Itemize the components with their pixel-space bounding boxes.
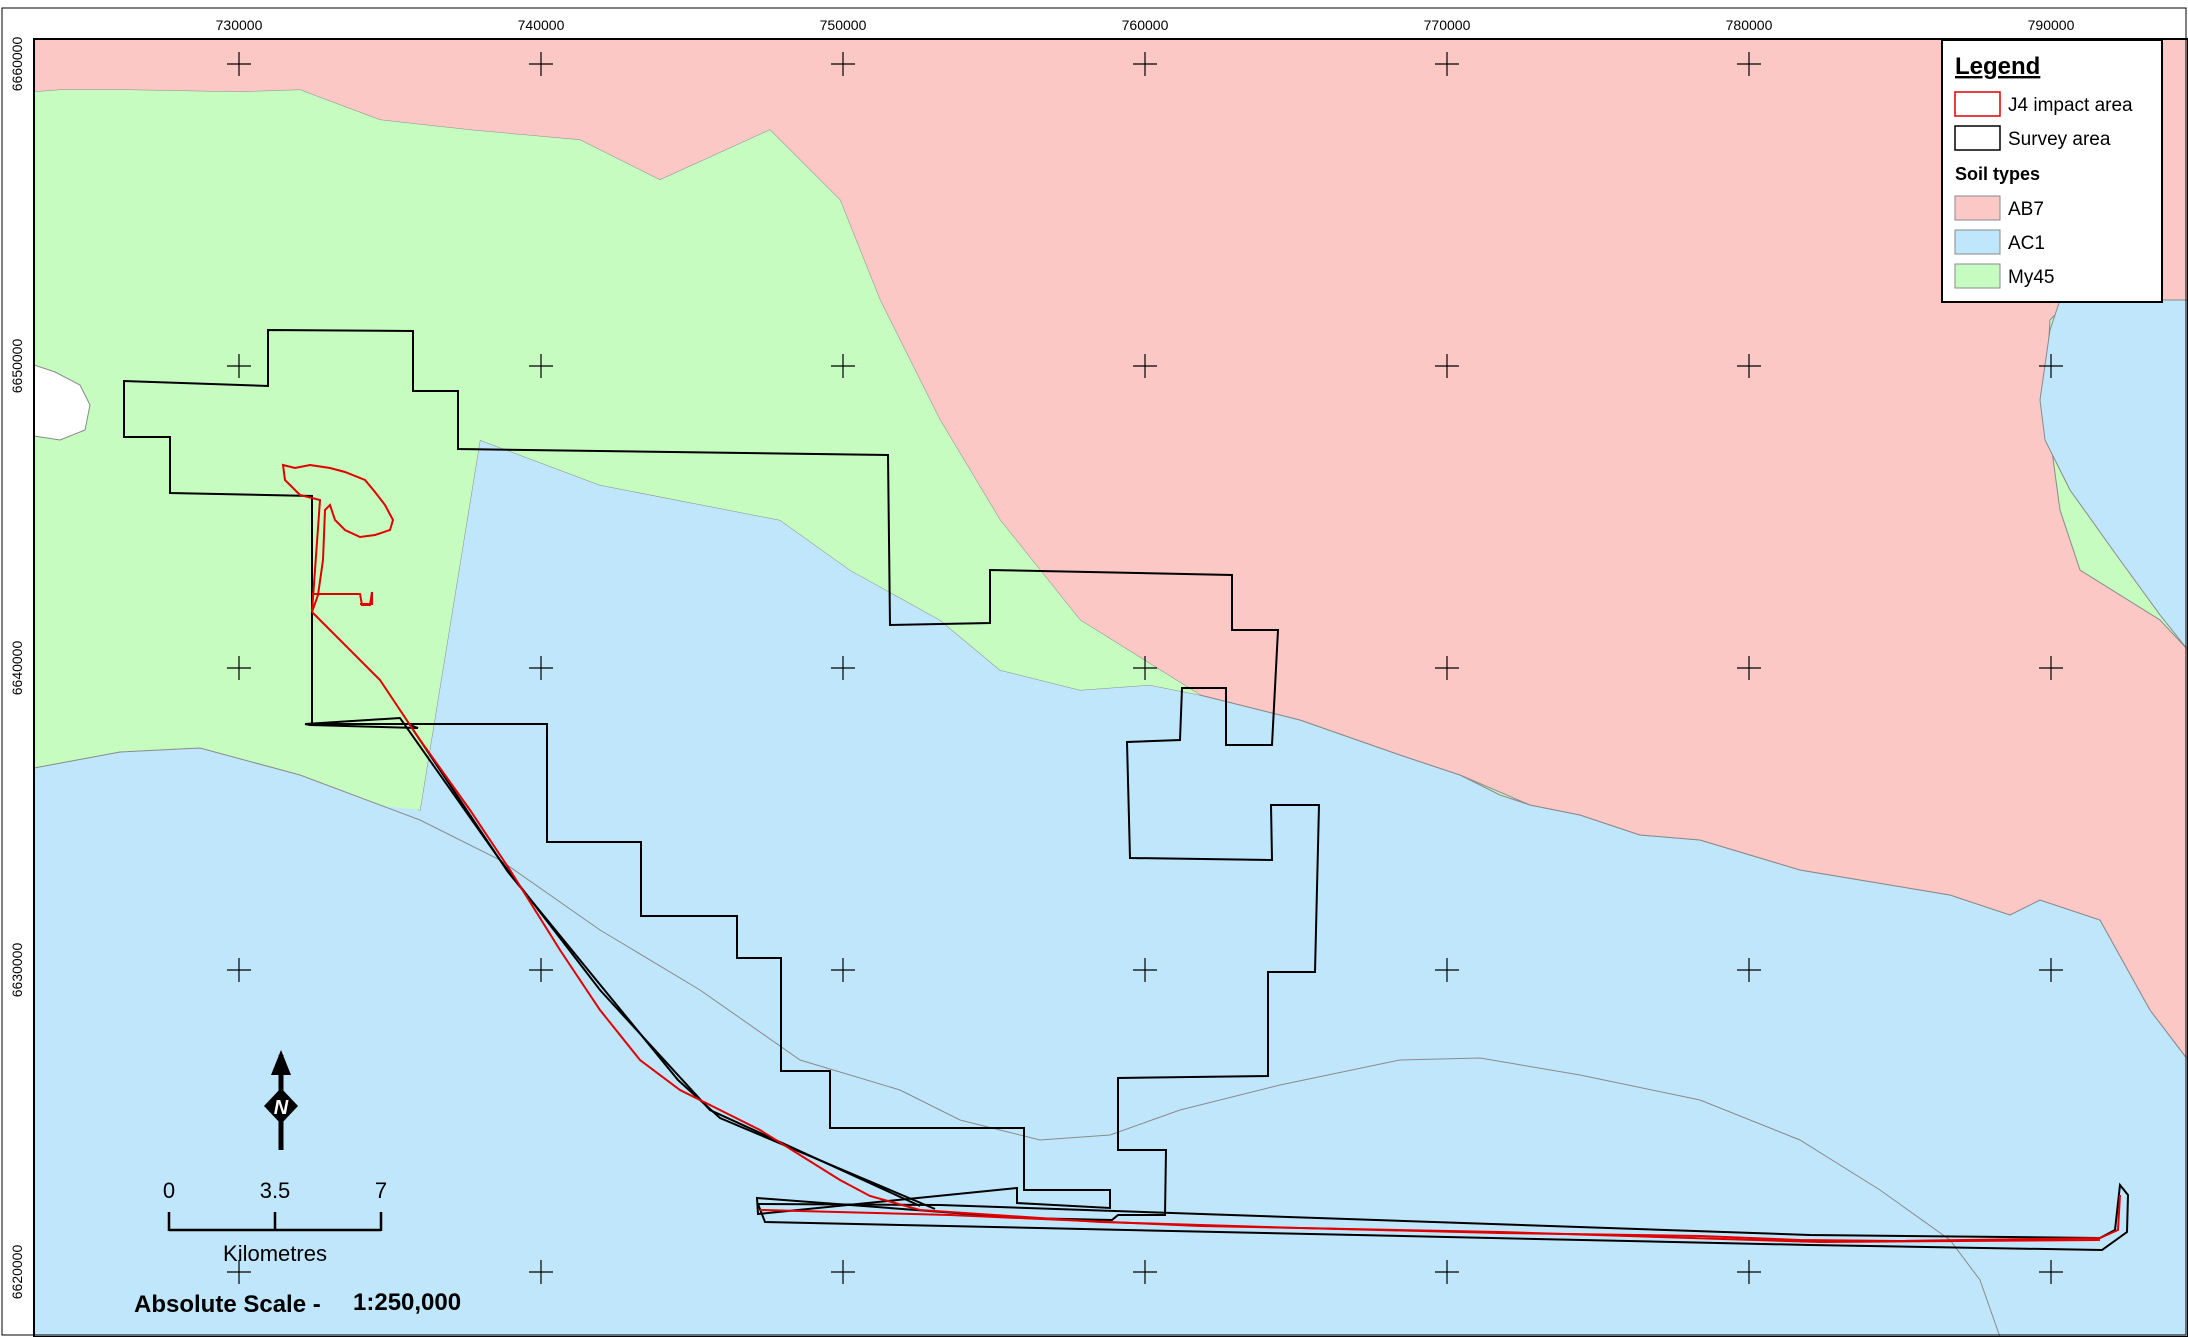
survey-area [123, 328, 2130, 1252]
island [34, 364, 91, 441]
absolute-scale-value: 1:250,000 [353, 1289, 461, 1316]
x-tick-label: 750000 [820, 17, 867, 33]
x-tick-label: 730000 [216, 17, 263, 33]
legend: Legend J4 impact area Survey area Soil t… [1941, 39, 2163, 303]
legend-swatch-survey-area [1954, 125, 2001, 151]
y-tick-label: 6650000 [9, 339, 25, 394]
absolute-scale-label: Absolute Scale - [134, 1291, 321, 1318]
scale-unit: Kilometres [223, 1241, 327, 1266]
y-tick-label: 6630000 [9, 943, 25, 998]
y-tick-label: 6640000 [9, 641, 25, 696]
legend-label-j4-impact-area: J4 impact area [2008, 95, 2133, 116]
legend-box [1941, 39, 2163, 303]
legend-title: Legend [1955, 53, 2040, 80]
y-axis-ticks: 6660000 6650000 6640000 6630000 6620000 [9, 37, 25, 1300]
x-tick-label: 760000 [1122, 17, 1169, 33]
x-tick-label: 740000 [518, 17, 565, 33]
absolute-scale: Absolute Scale - 1:250,000 [134, 1289, 461, 1318]
north-label: N [274, 1097, 289, 1119]
legend-label-ac1: AC1 [2008, 233, 2045, 254]
legend-swatch-my45 [1954, 263, 2001, 289]
legend-subtitle: Soil types [1955, 164, 2040, 184]
scale-bar: 0 3.5 7 Kilometres [163, 1178, 387, 1266]
legend-swatch-j4-impact-area [1954, 91, 2001, 117]
legend-swatch-ab7 [1954, 195, 2001, 221]
x-tick-label: 780000 [1726, 17, 1773, 33]
y-tick-label: 6660000 [9, 37, 25, 92]
x-axis-ticks: 730000 740000 750000 760000 770000 780000 7900… [216, 17, 2075, 33]
soil-zone-ab7 [34, 39, 2188, 1061]
j4-impact-area [281, 463, 2121, 1244]
legend-swatch-ac1 [1954, 229, 2001, 255]
legend-label-ab7: AB7 [2008, 199, 2044, 220]
outer-border [1, 7, 2187, 1336]
x-tick-label: 770000 [1424, 17, 1471, 33]
legend-label-survey-area: Survey area [2008, 129, 2111, 150]
scale-label-2: 7 [375, 1178, 387, 1203]
soil-zone-my45-lower [34, 90, 1200, 810]
y-tick-label: 6620000 [9, 1245, 25, 1300]
scale-label-0: 0 [163, 1178, 175, 1203]
soil-zone-ac1-east [2039, 299, 2188, 651]
scale-label-1: 3.5 [260, 1178, 291, 1203]
x-tick-label: 790000 [2028, 17, 2075, 33]
legend-label-my45: My45 [2008, 267, 2054, 288]
north-arrow: N [264, 1050, 298, 1150]
map-border [33, 38, 2188, 1337]
map-area [34, 39, 2188, 1337]
grid-crosses [227, 52, 2063, 1284]
